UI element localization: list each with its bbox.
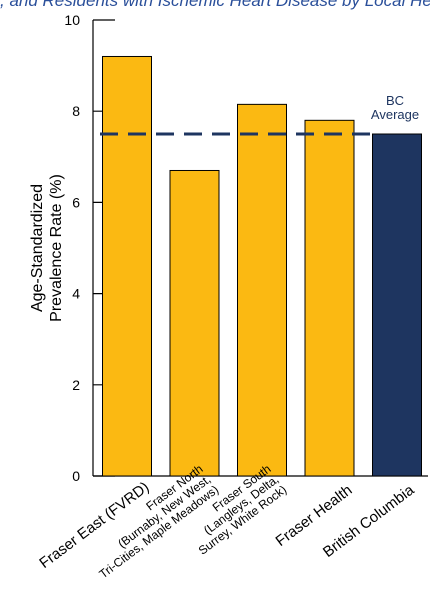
bar — [102, 55, 152, 477]
chart-caption: , and Residents with Ischemic Heart Dise… — [0, 0, 430, 10]
bc-average-label: Average — [371, 107, 419, 122]
x-tick-label-line: (Burnaby, New West, — [115, 472, 213, 551]
bar — [169, 169, 220, 477]
x-tick-labels: Fraser East (FVRD)Fraser North(Burnaby, … — [36, 462, 418, 582]
y-tick-label: 0 — [72, 468, 80, 484]
y-tick-label: 2 — [72, 377, 80, 393]
bars — [102, 55, 422, 477]
bar — [304, 119, 355, 477]
y-tick-label: 8 — [72, 103, 80, 119]
y-tick-label: 10 — [64, 12, 80, 28]
y-axis-label-line: Age-Standardized — [29, 184, 46, 312]
y-tick-label: 4 — [72, 286, 80, 302]
y-axis-label-line: Prevalence Rate (%) — [48, 174, 65, 322]
bc-average-label: BC — [386, 93, 404, 108]
y-axis-label: Age-Standardized Prevalence Rate (%) — [29, 174, 65, 322]
y-tick-label: 6 — [72, 194, 80, 210]
bar-british-columbia — [372, 133, 422, 477]
bar — [237, 103, 287, 477]
